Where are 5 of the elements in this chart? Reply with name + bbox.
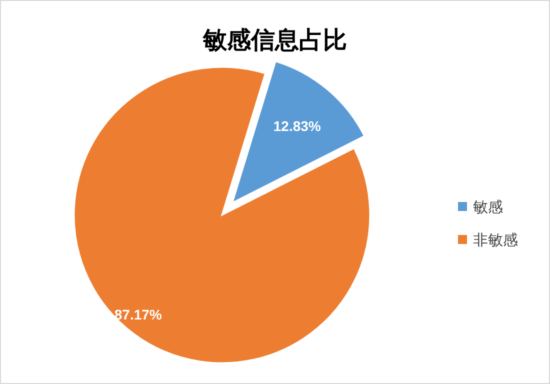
chart-title: 敏感信息占比 <box>202 27 347 54</box>
legend-label: 敏感 <box>473 199 503 216</box>
data-label: 12.83% <box>273 118 322 134</box>
data-label: 87.17% <box>114 306 162 323</box>
legend-label: 非敏感 <box>473 232 518 249</box>
